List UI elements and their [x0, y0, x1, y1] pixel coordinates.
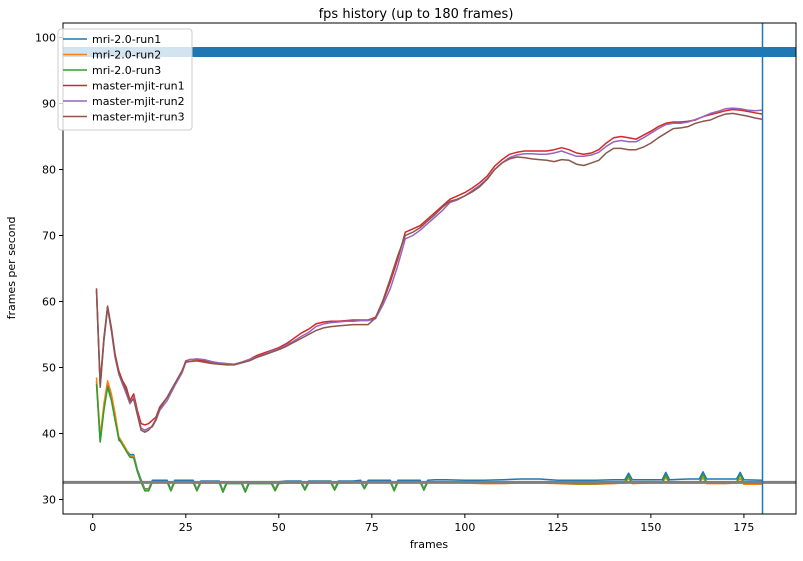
legend-label: mri-2.0-run2 [92, 49, 161, 62]
series-line-master-mjit-run3 [95, 112, 763, 433]
y-tick-label: 100 [35, 32, 56, 45]
x-axis-label: frames [410, 538, 449, 551]
y-axis-label: frames per second [5, 217, 18, 320]
x-tick-label: 50 [272, 521, 286, 534]
y-tick-label: 80 [42, 164, 56, 177]
series-line-master-mjit-run1 [95, 108, 763, 426]
legend-label: master-mjit-run3 [92, 111, 185, 124]
x-tick-label: 150 [640, 521, 661, 534]
series-line-mri-2.0-run3 [95, 383, 763, 493]
legend-label: mri-2.0-run1 [92, 33, 161, 46]
legend-label: master-mjit-run1 [92, 80, 185, 93]
legend-box [57, 28, 193, 131]
y-tick-label: 90 [42, 98, 56, 111]
series-line-master-mjit-run2 [95, 107, 763, 431]
x-tick-label: 175 [733, 521, 754, 534]
y-tick-label: 30 [42, 493, 56, 506]
plot-area-frame [62, 22, 797, 515]
series-line-mri-2.0-run2 [95, 377, 763, 493]
y-tick-label: 70 [42, 230, 56, 243]
y-tick-label: 50 [42, 361, 56, 374]
series-line-mri-2.0-run1 [95, 380, 763, 492]
x-tick-label: 25 [179, 521, 193, 534]
chart-title: fps history (up to 180 frames) [319, 7, 514, 22]
legend-label: mri-2.0-run3 [92, 64, 161, 77]
x-tick-label: 100 [454, 521, 475, 534]
x-tick-label: 75 [365, 521, 379, 534]
y-tick-label: 40 [42, 427, 56, 440]
x-tick-label: 125 [547, 521, 568, 534]
legend: mri-2.0-run1 mri-2.0-run2 mri-2.0-run3 mast… [57, 28, 193, 131]
y-tick-label: 60 [42, 295, 56, 308]
legend-label: master-mjit-run2 [92, 95, 185, 108]
x-tick-label: 0 [89, 521, 96, 534]
